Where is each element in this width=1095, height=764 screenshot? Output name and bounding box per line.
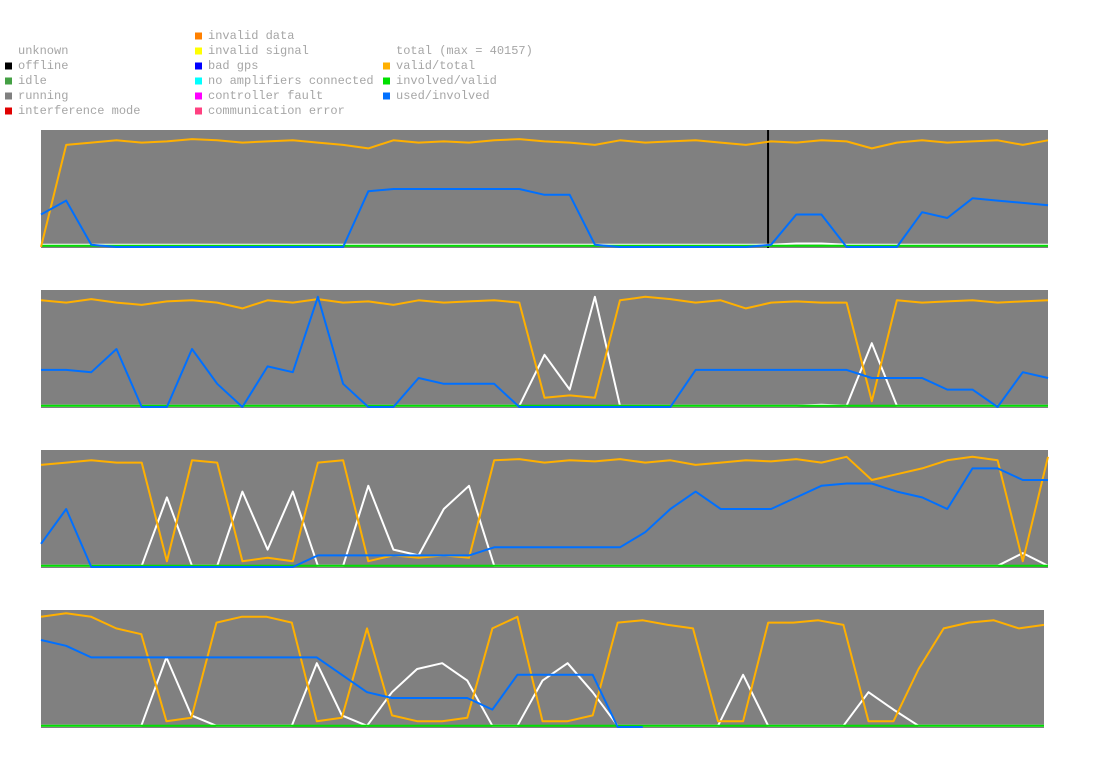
series-line [41, 656, 1044, 727]
legend-swatch [383, 77, 390, 85]
legend-swatch [195, 92, 202, 100]
panel-background [41, 290, 1048, 408]
series-line [40, 188, 1049, 248]
series-line [40, 455, 1049, 563]
panel-background [41, 450, 1048, 568]
legend-swatch [195, 32, 202, 40]
panel-background [41, 130, 1048, 248]
legend-swatch [195, 107, 202, 115]
legend-swatch [195, 47, 202, 55]
legend-label: used/involved [396, 89, 490, 103]
legend-label: involved/valid [396, 74, 497, 88]
legend-label: bad gps [208, 59, 258, 73]
legend-label: offline [18, 59, 68, 73]
legend-label: invalid data [208, 29, 294, 43]
series-line [40, 295, 1049, 403]
series-line [41, 295, 1049, 408]
series-line [40, 612, 1045, 723]
legend-label: valid/total [396, 59, 475, 73]
legend-label: running [18, 89, 68, 103]
legend-label: invalid signal [208, 44, 309, 58]
legend-label: total (max = 40157) [396, 44, 533, 58]
legend-label: communication error [208, 104, 345, 118]
legend-label: controller fault [208, 89, 323, 103]
legend-swatch [5, 77, 12, 85]
legend-swatch [5, 107, 12, 115]
legend-swatch [383, 92, 390, 100]
legend-swatch [5, 92, 12, 100]
series-line [40, 138, 1049, 248]
legend-label: unknown [18, 44, 68, 58]
panels [40, 130, 1049, 728]
series-line [40, 467, 1048, 568]
legend-label: no amplifiers connected [208, 74, 374, 88]
series-line [40, 639, 643, 728]
legend-swatch [5, 62, 12, 70]
legend-label: interference mode [18, 104, 140, 118]
series-line [41, 242, 1048, 246]
legend-swatch [195, 77, 202, 85]
legend-swatch [195, 62, 202, 70]
panel-background [41, 610, 1044, 728]
legend-label: idle [18, 74, 47, 88]
legend-swatch [383, 62, 390, 70]
